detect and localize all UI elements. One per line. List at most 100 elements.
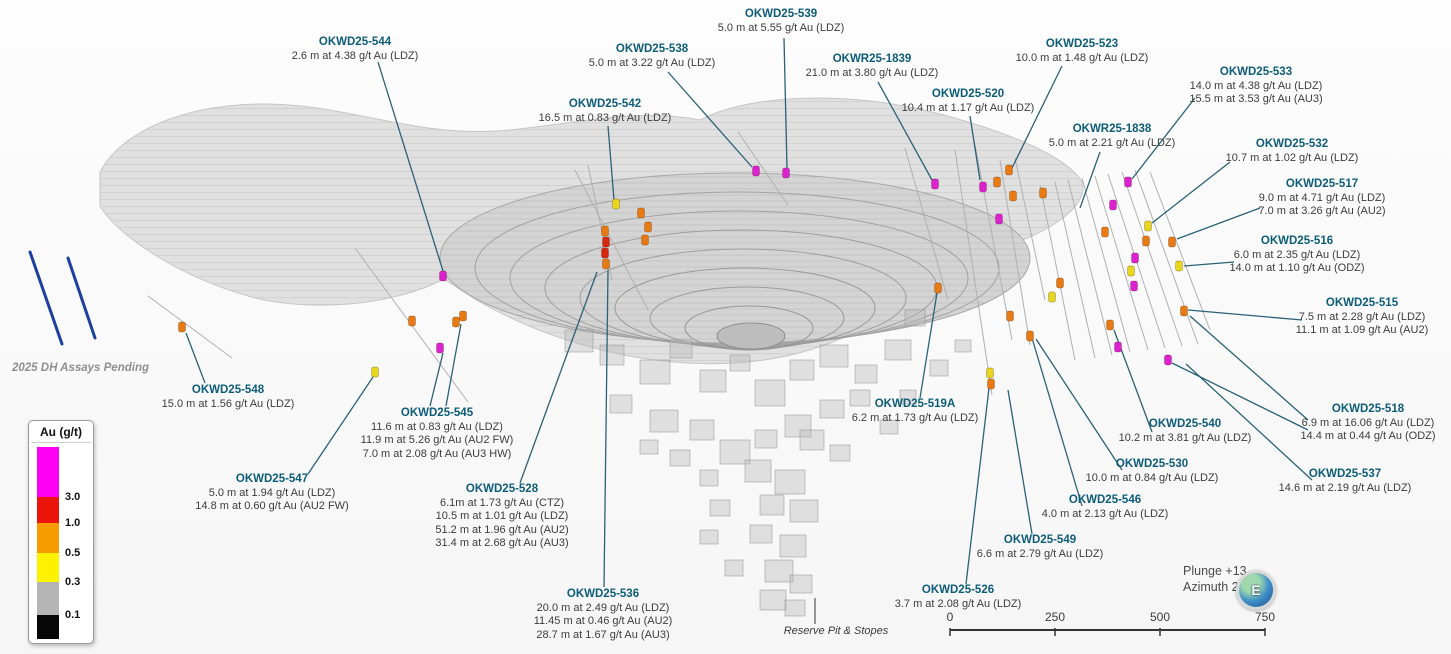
legend-threshold-label: 0.3 [65,576,81,588]
drillhole-callout: OKWD25-523 10.0 m at 1.48 g/t Au (LDZ) [1016,38,1149,65]
drillhole-callout: OKWD25-537 14.6 m at 2.19 g/t Au (LDZ) [1279,468,1412,495]
assay-result: 31.4 m at 2.68 g/t Au (AU3) [435,537,569,549]
drillhole-callout: OKWD25-545 11.6 m at 0.83 g/t Au (LDZ) 11.… [361,407,514,461]
assay-result: 10.5 m at 1.01 g/t Au (LDZ) [435,510,569,522]
drillhole-callout: OKWD25-547 5.0 m at 1.94 g/t Au (LDZ) 14.8… [195,473,348,514]
legend-threshold-label: 1.0 [65,517,81,529]
drillhole-id: OKWD25-516 [1260,235,1334,247]
drillhole-id: OKWR25-1838 [1072,123,1152,135]
azimuth-label: Azimuth 290 [1183,580,1253,594]
drillhole-callout: OKWD25-540 10.2 m at 3.81 g/t Au (LDZ) [1119,418,1252,445]
drillhole-callout: OKWD25-532 10.7 m at 1.02 g/t Au (LDZ) [1226,138,1359,165]
assay-result: 14.6 m at 2.19 g/t Au (LDZ) [1278,481,1412,494]
assay-result: 6.9 m at 16.06 g/t Au (LDZ) [1301,416,1435,429]
assay-result: 16.5 m at 0.83 g/t Au (LDZ) [538,111,672,124]
legend-color-swatch [37,447,59,497]
assay-result: 4.0 m at 2.13 g/t Au (LDZ) [1041,507,1169,520]
plunge-label: Plunge +13 [1183,564,1247,578]
assay-result: 14.8 m at 0.60 g/t Au (AU2 FW) [195,500,349,512]
assay-result: 5.0 m at 1.94 g/t Au (LDZ) [208,486,336,499]
drillhole-id: OKWD25-544 [318,36,392,48]
assay-result: 7.5 m at 2.28 g/t Au (LDZ) [1298,310,1426,323]
reserve-pit-label: Reserve Pit & Stopes [783,625,889,637]
drillhole-id: OKWD25-518 [1331,403,1405,415]
assay-result: 14.0 m at 1.10 g/t Au (ODZ) [1229,262,1365,274]
assay-result: 11.45 m at 0.46 g/t Au (AU2) [533,615,673,627]
drillhole-id: OKWD25-526 [921,584,995,596]
drillhole-id: OKWD25-546 [1068,494,1142,506]
drillhole-callout: OKWD25-526 3.7 m at 2.08 g/t Au (LDZ) [895,584,1022,611]
drillhole-callout: OKWD25-544 2.6 m at 4.38 g/t Au (LDZ) [292,36,419,63]
drillhole-callout: OKWR25-1839 21.0 m at 3.80 g/t Au (LDZ) [806,53,939,80]
drillhole-callout: OKWD25-548 15.0 m at 1.56 g/t Au (LDZ) [162,384,295,411]
assay-result: 7.0 m at 3.26 g/t Au (AU2) [1258,205,1386,217]
legend-color-swatch [37,582,59,615]
drillhole-id: OKWD25-539 [744,8,818,20]
drillhole-callout: OKWD25-530 10.0 m at 0.84 g/t Au (LDZ) [1086,458,1219,485]
assay-result: 5.0 m at 5.55 g/t Au (LDZ) [717,21,845,34]
drillhole-id: OKWD25-519A [874,398,956,410]
drillhole-id: OKWD25-545 [400,407,474,419]
drillhole-id: OKWD25-542 [568,98,642,110]
drillhole-callout: OKWD25-538 5.0 m at 3.22 g/t Au (LDZ) [589,43,716,70]
grade-legend: Au (g/t) 3.0 1.0 0.5 0.3 0.1 [28,420,94,644]
drillhole-id: OKWD25-532 [1255,138,1329,150]
assay-result: 6.0 m at 2.35 g/t Au (LDZ) [1233,248,1361,261]
drillhole-id: OKWD25-538 [615,43,689,55]
view-orientation: Plunge +13 Azimuth 290 [1183,563,1252,595]
orientation-globe-icon: E [1236,570,1276,610]
drillhole-callout: OKWD25-519A 6.2 m at 1.73 g/t Au (LDZ) [852,398,979,425]
assay-result: 10.7 m at 1.02 g/t Au (LDZ) [1225,151,1359,164]
legend-segment: 3.0 [37,447,80,503]
assay-result: 20.0 m at 2.49 g/t Au (LDZ) [536,601,670,614]
assay-result: 11.1 m at 1.09 g/t Au (AU2) [1295,324,1429,336]
drillhole-callout: OKWD25-533 14.0 m at 4.38 g/t Au (LDZ) 15.… [1189,66,1322,107]
legend-segment: 0.3 [37,553,80,588]
assay-result: 51.2 m at 1.96 g/t Au (AU2) [435,523,569,536]
legend-segment [37,615,59,639]
legend-segment: 1.0 [37,497,80,529]
drillhole-callout: OKWD25-518 6.9 m at 16.06 g/t Au (LDZ) 14.… [1300,403,1435,444]
pending-assays-note: 2025 DH Assays Pending [12,362,149,374]
scale-bar: 0 250 500 750 [945,610,1275,640]
assay-result: 7.0 m at 2.08 g/t Au (AU3 HW) [362,447,512,460]
assay-result: 6.1m at 1.73 g/t Au (CTZ) [439,496,565,509]
assay-result: 10.4 m at 1.17 g/t Au (LDZ) [901,101,1035,114]
drillhole-id: OKWD25-528 [465,483,539,495]
drillhole-callout: OKWD25-539 5.0 m at 5.55 g/t Au (LDZ) [718,8,845,35]
drillhole-id: OKWD25-520 [931,88,1005,100]
drillhole-id: OKWD25-517 [1285,178,1359,190]
assay-result: 6.2 m at 1.73 g/t Au (LDZ) [851,411,979,424]
drillhole-id: OKWD25-515 [1325,297,1399,309]
legend-threshold-label: 3.0 [65,491,81,503]
assay-result: 3.7 m at 2.08 g/t Au (LDZ) [894,597,1022,610]
legend-segment: 0.1 [37,582,80,621]
assay-result: 11.6 m at 0.83 g/t Au (LDZ) [371,420,503,433]
legend-threshold-label: 0.5 [65,547,81,559]
assay-result: 21.0 m at 3.80 g/t Au (LDZ) [805,66,939,79]
compass-letter: E [1251,582,1261,598]
legend-segment: 0.5 [37,523,80,559]
legend-color-swatch [37,553,59,582]
legend-title: Au (g/t) [31,421,91,443]
assay-result: 10.0 m at 1.48 g/t Au (LDZ) [1015,51,1149,64]
drillhole-id: OKWD25-549 [1003,534,1077,546]
drillhole-id: OKWR25-1839 [832,53,912,65]
assay-result: 5.0 m at 3.22 g/t Au (LDZ) [588,56,716,69]
scale-tick-label: 750 [1254,610,1276,624]
scale-tick-label: 500 [1149,610,1171,624]
legend-color-swatch [37,615,59,639]
legend-threshold-label: 0.1 [65,609,81,621]
assay-result: 9.0 m at 4.71 g/t Au (LDZ) [1258,191,1386,204]
assay-result: 2.6 m at 4.38 g/t Au (LDZ) [291,49,419,62]
assay-result: 10.2 m at 3.81 g/t Au (LDZ) [1118,431,1252,444]
legend-color-swatch [37,497,59,523]
assay-result: 5.0 m at 2.21 g/t Au (LDZ) [1048,136,1176,149]
drillhole-callout: OKWD25-515 7.5 m at 2.28 g/t Au (LDZ) 11.1… [1296,297,1428,338]
drillhole-callout: OKWD25-536 20.0 m at 2.49 g/t Au (LDZ) 11.… [534,588,673,642]
drillhole-id: OKWD25-547 [235,473,309,485]
legend-colorbar: 3.0 1.0 0.5 0.3 0.1 [29,447,93,639]
scale-bar-line [949,628,1266,636]
